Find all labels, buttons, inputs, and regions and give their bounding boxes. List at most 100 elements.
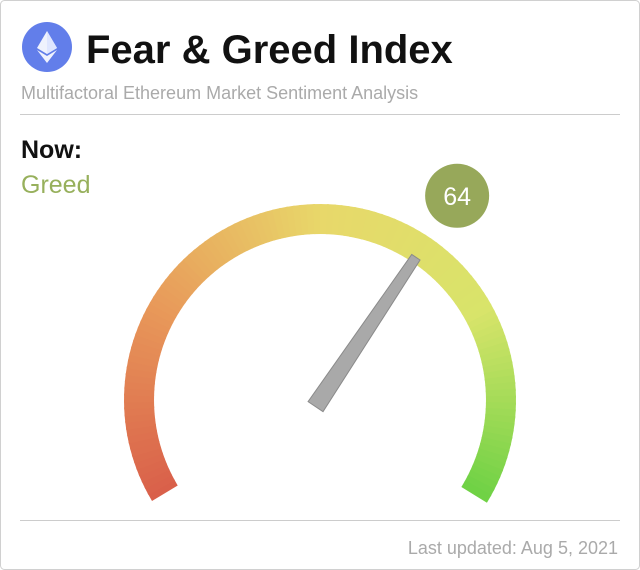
gauge-arc-segment xyxy=(132,332,165,351)
gauge-arc-segment xyxy=(474,328,506,347)
gauge-arc-segment xyxy=(133,452,165,470)
gauge-arc-segment xyxy=(136,457,168,477)
classification: Greed xyxy=(21,171,90,199)
gauge-arc-segment xyxy=(469,315,501,336)
gauge-arc-segment xyxy=(245,215,265,247)
gauge-arc-segment xyxy=(461,480,492,503)
gauge-arc-segment xyxy=(215,229,238,260)
gauge-arc-segment xyxy=(393,224,415,255)
gauge-arc-segment xyxy=(313,204,323,235)
gauge-arc-segment xyxy=(436,259,464,287)
needle xyxy=(307,253,421,413)
gauge-arc-segment xyxy=(128,435,160,451)
gauge: 64 xyxy=(124,163,516,503)
gauge-arc-segment xyxy=(476,448,508,466)
gauge-arc-segment xyxy=(354,208,370,240)
gauge-arc-segment xyxy=(143,307,174,329)
gauge-arc-segment xyxy=(440,264,468,292)
gauge-arc-segment xyxy=(149,295,180,319)
gauge-arc-segment xyxy=(147,478,178,501)
gauge-arc-segment xyxy=(221,226,244,257)
gauge-arc-segment xyxy=(156,284,186,309)
gauge-arc-segment xyxy=(472,322,504,341)
gauge-arc-segment xyxy=(144,473,175,495)
gauge-arc-segment xyxy=(371,213,390,245)
gauge-arc-segment xyxy=(152,290,183,314)
gauge-arc-segment xyxy=(481,354,513,370)
gauge-arc-segment xyxy=(138,463,170,483)
gauge-arc-segment xyxy=(418,242,444,271)
gauge-arc-segment xyxy=(137,320,169,340)
gauge-arc-segment xyxy=(479,436,512,453)
gauge-arc-segment xyxy=(482,425,514,439)
gauge-arc-segment xyxy=(476,334,508,353)
gauge-arc-segment xyxy=(480,348,512,364)
gauge-arc-segment xyxy=(141,468,173,489)
gauge-arc-segment xyxy=(431,255,459,283)
gauge-arc-segment xyxy=(444,269,473,296)
gauge-arc-segment xyxy=(258,211,276,243)
gauge-arc-segment xyxy=(135,326,167,345)
gauge-arc-segment xyxy=(127,352,159,368)
gauge-arc-segment xyxy=(160,278,190,304)
gauge-arc-segment xyxy=(203,236,228,267)
gauge-arc-segment xyxy=(125,366,157,379)
gauge-arc-segment xyxy=(482,361,514,375)
gauge-arc-segment xyxy=(233,220,254,252)
gauge-arc-segment xyxy=(164,273,194,299)
gauge-arc-segment xyxy=(447,275,477,301)
gauge-arc-segment xyxy=(366,211,384,243)
gauge-arc-segment xyxy=(278,206,293,238)
gauge-arc-segment xyxy=(469,464,501,485)
gauge-arc-segment xyxy=(131,446,163,464)
gauge-arc-segment xyxy=(239,217,259,249)
gauge-arc-segment xyxy=(209,233,233,263)
now-label: Now: xyxy=(21,136,82,164)
gauge-arc-segment xyxy=(173,263,202,290)
gauge-arc-segment xyxy=(388,221,409,252)
gauge-arc-segment xyxy=(360,209,377,242)
gauge-arc-segment xyxy=(265,209,282,241)
eth-icon xyxy=(22,22,72,72)
gauge-arc-segment xyxy=(464,475,495,497)
gauge-arc-segment xyxy=(193,244,219,274)
gauge-arc-segment xyxy=(464,303,495,325)
gauge-arc-segment xyxy=(485,388,516,399)
gauge-arc-segment xyxy=(467,309,498,331)
gauge-arc-segment xyxy=(403,230,427,261)
gauge-arc-segment xyxy=(187,249,214,278)
gauge-arc-segment xyxy=(467,470,498,491)
gauge-arc-segment xyxy=(198,240,224,270)
gauge-arc-segment xyxy=(455,286,485,310)
gauge-arc-segment xyxy=(478,442,510,459)
gauge-arc-segment xyxy=(461,297,492,320)
title: Fear & Greed Index xyxy=(86,28,453,72)
gauge-arc-segment xyxy=(343,205,357,237)
gauge-arc-segment xyxy=(182,253,210,282)
gauge-arc-segment xyxy=(146,301,177,324)
gauge-arc-segment xyxy=(472,459,504,479)
gauge-arc-segment xyxy=(126,359,158,374)
value-bubble xyxy=(425,163,490,228)
gauge-arc-segment xyxy=(140,313,171,334)
gauge-arc-segment xyxy=(252,213,270,245)
gauge-arc-segment xyxy=(478,341,510,358)
gauge-arc-segment xyxy=(427,250,454,279)
gauge-arc-segment xyxy=(349,207,364,239)
gauge-arc-segment xyxy=(168,268,198,295)
footer: Last updated: Aug 5, 2021 xyxy=(408,538,618,558)
gauge-arc-segment xyxy=(458,291,489,315)
value-label: 64 xyxy=(443,183,471,211)
gauge-arc-segment xyxy=(227,223,249,254)
gauge-arc-segment xyxy=(131,339,163,356)
gauge-arc-segment xyxy=(481,431,513,446)
gauge-arc-segment xyxy=(474,453,506,472)
gauge-arc-segment xyxy=(130,440,162,457)
gauge-arc-segment xyxy=(178,258,206,286)
gauge-arc-segment xyxy=(377,216,396,247)
subtitle: Multifactoral Ethereum Market Sentiment … xyxy=(21,83,418,103)
gauge-arc-segment xyxy=(483,419,515,433)
gauge-arc-segment xyxy=(422,246,449,275)
gauge-arc-segment xyxy=(129,346,161,362)
